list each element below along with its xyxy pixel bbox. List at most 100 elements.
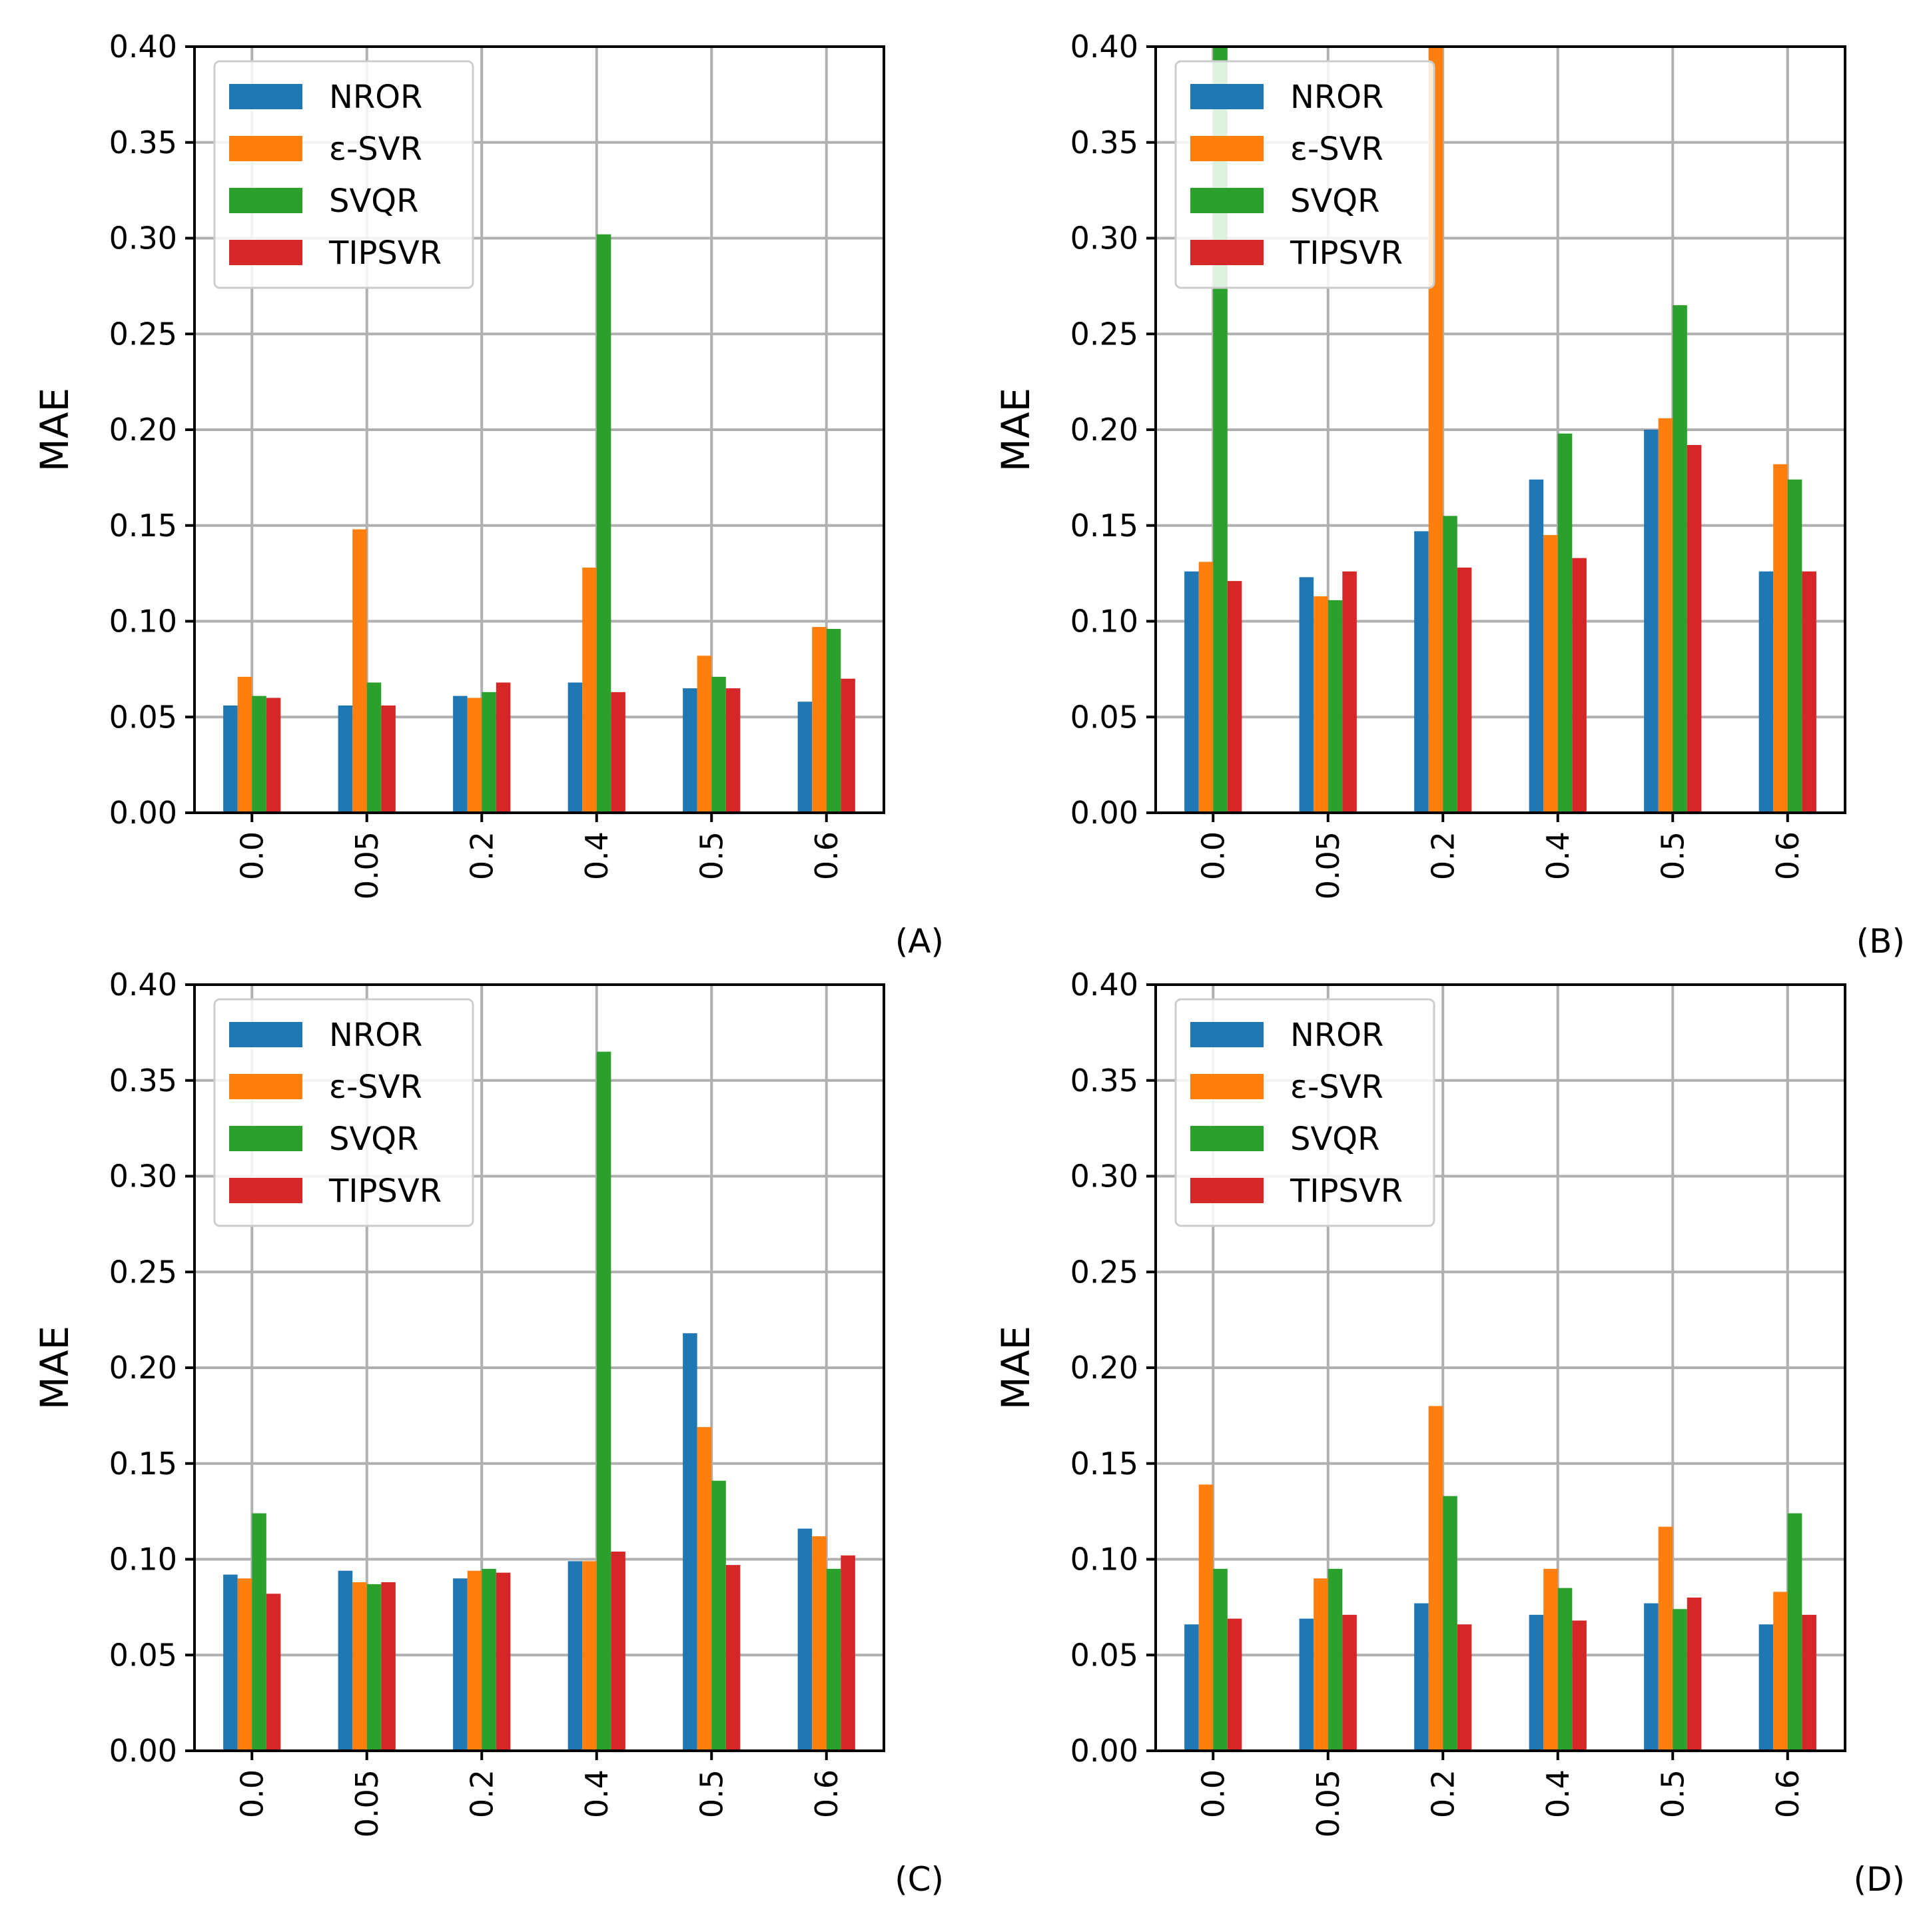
y-tick-label: 0.15 [1070, 1446, 1138, 1482]
x-tick-label: 0.2 [1425, 831, 1461, 880]
legend-swatch [229, 84, 302, 109]
y-tick-label: 0.40 [109, 29, 177, 65]
legend-swatch [229, 240, 302, 265]
bar-svr-0.0 [1198, 1484, 1214, 1751]
legend-swatch [1190, 188, 1264, 213]
bar-svqr-0.05 [366, 682, 382, 813]
legend-swatch [1190, 1126, 1264, 1151]
legend-label: SVQR [1290, 1121, 1379, 1158]
bar-svr-0.05 [352, 529, 367, 813]
y-tick-label: 0.10 [1070, 604, 1138, 640]
bar-tipsvr-0.05 [381, 1582, 396, 1751]
bar-svqr-0.5 [1673, 305, 1687, 813]
bar-tipsvr-0.2 [1457, 568, 1472, 813]
bar-svqr-0.2 [482, 692, 496, 813]
legend-label: SVQR [329, 1121, 418, 1158]
y-tick-label: 0.20 [109, 1350, 177, 1386]
bar-svqr-0.5 [711, 676, 726, 813]
bar-nror-0.4 [568, 682, 583, 813]
legend-box [1174, 60, 1435, 289]
bar-svr-0.5 [697, 656, 712, 813]
x-tick-label: 0.6 [809, 1769, 845, 1818]
x-tick-label: 0.2 [1425, 1769, 1461, 1818]
bar-tipsvr-0.05 [1342, 1614, 1357, 1751]
bar-nror-0.6 [797, 1528, 813, 1751]
x-tick-label: 0.5 [693, 831, 729, 880]
bar-tipsvr-0.0 [266, 698, 281, 813]
bar-nror-0.0 [223, 706, 238, 813]
bar-nror-0.05 [338, 706, 353, 813]
legend: NROR ε-SVR SVQR TIPSVR [1174, 60, 1435, 289]
y-tick-label: 0.20 [1070, 1350, 1138, 1386]
x-tick-label: 0.5 [1655, 1769, 1691, 1818]
legend-swatch [1190, 240, 1264, 265]
y-tick-label: 0.05 [109, 699, 177, 735]
legend-label: SVQR [1290, 183, 1379, 220]
x-ticks: 0.0 0.05 0.2 0.4 0.5 0.6 [1195, 813, 1806, 899]
legend-label: TIPSVR [328, 235, 442, 272]
y-tick-label: 0.10 [109, 1542, 177, 1578]
y-tick-label: 0.40 [1070, 967, 1138, 1003]
bar-svqr-0.4 [1557, 433, 1573, 813]
bar-nror-0.6 [797, 702, 813, 813]
y-tick-label: 0.05 [1070, 1637, 1138, 1673]
y-tick-label: 0.25 [109, 316, 177, 352]
legend-swatch [229, 1074, 302, 1099]
y-tick-label: 0.10 [1070, 1542, 1138, 1578]
y-tick-label: 0.35 [1070, 125, 1138, 161]
bar-nror-0.2 [1414, 531, 1429, 813]
bar-svqr-0.6 [1787, 1513, 1802, 1751]
panel-label: (C) [895, 1860, 944, 1899]
bar-nror-0.2 [453, 1578, 468, 1751]
bar-tipsvr-0.2 [1457, 1624, 1472, 1751]
bars [223, 1051, 855, 1751]
x-tick-label: 0.4 [1540, 831, 1576, 880]
y-tick-label: 0.20 [1070, 412, 1138, 448]
bar-svr-0.6 [1773, 1592, 1788, 1751]
y-tick-label: 0.15 [109, 508, 177, 544]
bar-nror-0.05 [1299, 577, 1314, 813]
bar-tipsvr-0.6 [1802, 1614, 1816, 1751]
legend-swatch [229, 188, 302, 213]
legend-label: ε-SVR [1290, 131, 1383, 168]
bar-svqr-0.5 [1673, 1609, 1687, 1751]
bar-svqr-0.6 [1787, 479, 1802, 813]
legend-label: NROR [329, 1017, 422, 1054]
x-tick-label: 0.05 [349, 1769, 385, 1837]
bar-svqr-0.0 [252, 1513, 266, 1751]
bar-tipsvr-0.4 [611, 1552, 625, 1751]
y-axis-label: MAE [993, 1326, 1038, 1410]
y-tick-label: 0.05 [1070, 699, 1138, 735]
bar-nror-0.4 [1529, 479, 1544, 813]
legend-swatch [1190, 1074, 1264, 1099]
bar-svqr-0.2 [1443, 516, 1457, 813]
legend-label: TIPSVR [328, 1173, 442, 1210]
bar-tipsvr-0.05 [1342, 571, 1357, 813]
y-tick-label: 0.30 [1070, 1159, 1138, 1195]
legend-label: ε-SVR [329, 1069, 422, 1106]
x-tick-label: 0.0 [1195, 831, 1231, 880]
y-tick-label: 0.00 [1070, 1733, 1138, 1769]
bar-svr-0.5 [1658, 418, 1673, 813]
legend-label: ε-SVR [329, 131, 422, 168]
bar-svr-0.2 [1428, 1406, 1443, 1751]
bar-svr-0.0 [237, 676, 252, 813]
x-tick-label: 0.2 [464, 831, 500, 880]
bar-tipsvr-0.4 [611, 692, 625, 813]
y-tick-label: 0.15 [1070, 508, 1138, 544]
x-tick-label: 0.05 [349, 831, 385, 899]
panel-1: 0.000.050.100.150.200.250.300.350.400.0 0… [993, 29, 1905, 961]
legend-label: NROR [1290, 79, 1383, 116]
bar-svqr-0.4 [596, 234, 611, 813]
bar-nror-0.6 [1758, 1624, 1774, 1751]
bar-svr-0.05 [1314, 1578, 1328, 1751]
bar-svr-0.4 [1543, 1568, 1558, 1751]
bar-svr-0.2 [467, 1570, 482, 1751]
bar-nror-0.0 [223, 1574, 238, 1751]
bar-svqr-0.0 [1213, 1568, 1228, 1751]
y-tick-label: 0.30 [109, 1159, 177, 1195]
panel-3: 0.000.050.100.150.200.250.300.350.400.0 0… [993, 967, 1905, 1899]
legend-box [213, 998, 474, 1227]
y-axis-label: MAE [32, 1326, 77, 1410]
